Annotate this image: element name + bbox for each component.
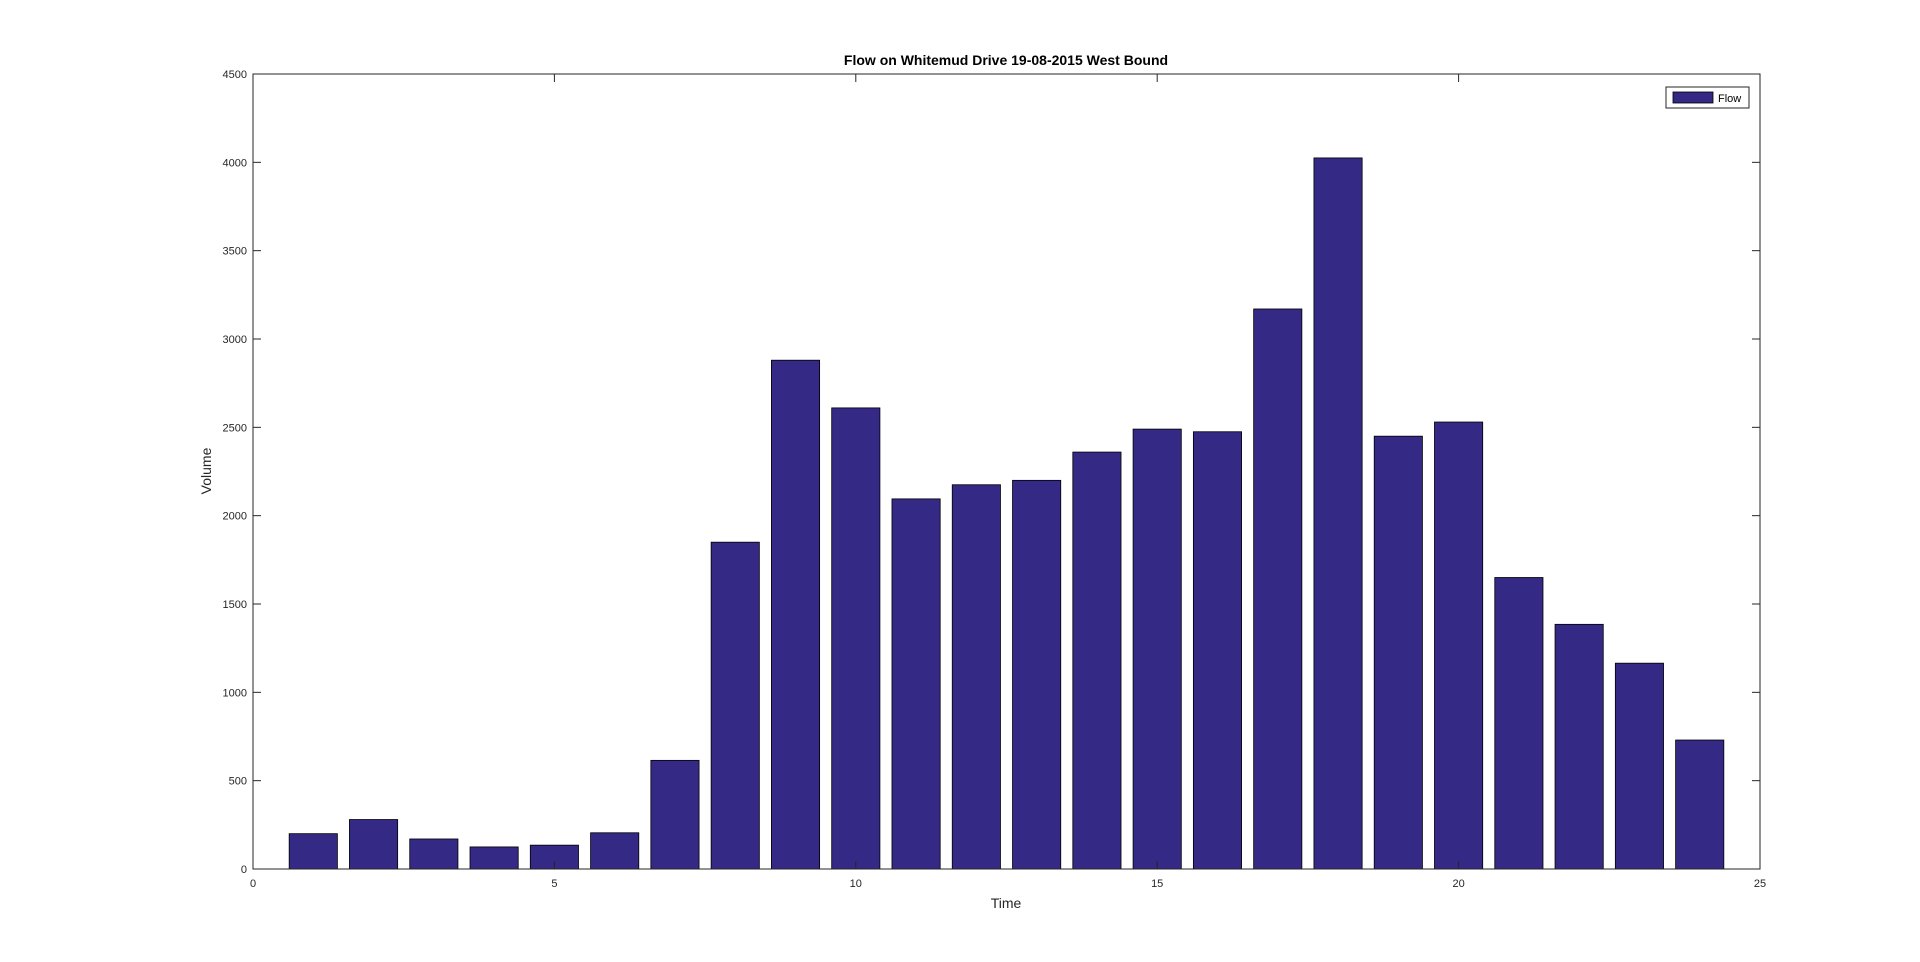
bar-13 [1012, 479, 1062, 870]
legend: Flow [1665, 86, 1750, 109]
legend-entry-flow: Flow [1718, 93, 1741, 105]
bar-22 [1554, 623, 1604, 870]
y-axis-label: Volume [198, 447, 214, 494]
bar-14 [1072, 451, 1122, 870]
x-tick-label-15: 15 [1151, 878, 1163, 890]
x-tick-label-25: 25 [1754, 878, 1766, 890]
y-tick-label-2000: 2000 [223, 511, 247, 523]
y-tick-label-3500: 3500 [223, 246, 247, 258]
y-tick-label-3000: 3000 [223, 334, 247, 346]
bar-6 [590, 832, 640, 870]
y-tick-label-4500: 4500 [223, 69, 247, 81]
chart-title: Flow on Whitemud Drive 19-08-2015 West B… [844, 52, 1168, 68]
bar-24 [1675, 739, 1725, 870]
bar-2 [349, 819, 399, 870]
x-tick-label-0: 0 [250, 878, 256, 890]
bar-4 [469, 846, 519, 870]
ticks-group: 0 5 10 15 20 25 0 500 1000 1500 2000 2500 3000 3500 40… [223, 69, 1767, 890]
bar-7 [650, 759, 700, 870]
y-tick-label-1000: 1000 [223, 687, 247, 699]
y-tick-label-2500: 2500 [223, 422, 247, 434]
bar-23 [1614, 662, 1664, 870]
bar-15 [1132, 428, 1182, 870]
bar-17 [1253, 308, 1303, 870]
bar-19 [1373, 435, 1423, 870]
bar-16 [1192, 431, 1242, 870]
bar-12 [951, 484, 1001, 870]
bar-20 [1434, 421, 1484, 870]
y-tick-label-1500: 1500 [223, 599, 247, 611]
x-axis-label: Time [991, 895, 1022, 911]
bars-group [288, 157, 1725, 870]
bar-10 [831, 407, 881, 870]
bar-9 [771, 359, 821, 870]
bar-8 [710, 541, 760, 870]
x-tick-label-20: 20 [1452, 878, 1464, 890]
bar-11 [891, 498, 941, 870]
bar-1 [288, 833, 338, 870]
y-tick-label-500: 500 [229, 776, 247, 788]
bar-3 [409, 838, 459, 870]
x-tick-label-5: 5 [551, 878, 557, 890]
x-tick-label-10: 10 [850, 878, 862, 890]
bar-21 [1494, 577, 1544, 870]
bar-18 [1313, 157, 1363, 870]
legend-swatch [1672, 91, 1714, 104]
y-tick-label-4000: 4000 [223, 157, 247, 169]
y-tick-label-0: 0 [241, 864, 247, 876]
plot-frame [252, 73, 1761, 870]
